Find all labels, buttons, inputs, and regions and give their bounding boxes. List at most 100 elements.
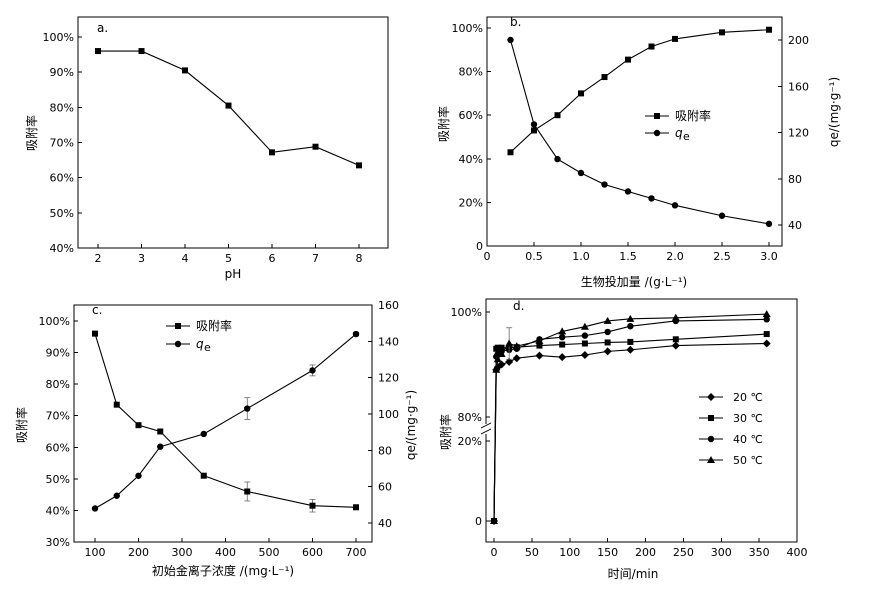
panel-c-adsorption-point [135,422,142,429]
panel-c-adsorption-point [244,488,251,495]
panel-d-series-1-point [535,351,544,360]
panel-b-x-tick-label: 0.5 [525,250,543,263]
panel-d-series-1-point [512,354,521,363]
panel-b: b. 生物投加量 /(g·L⁻¹) 吸附率 qe/(mg·g⁻¹) 0 0.5 1.… [436,15,841,289]
panel-d-series-4-point [580,322,589,330]
panel-d-axis-break-mark [480,428,492,435]
panel-b-qe-line [509,39,770,225]
panel-a-series-point [138,48,145,55]
panel-b-adsorption-line [510,29,770,153]
panel-c-qe-point [200,430,207,438]
panel-d-legend-label: 40 ℃ [733,433,763,446]
panel-d-series-2-point [536,342,543,349]
panel-a-x-tick-label: 2 [95,252,102,265]
panel-d-series-4-point [762,310,771,318]
panel-c-y-tick-label: 100% [39,315,70,328]
panel-b-y2-tick-label: 200 [788,34,809,47]
panel-b-x-tick-label: 1.0 [572,250,590,263]
panel-a-series-point [225,102,232,109]
panel-b-qe-point [718,212,726,219]
panel-b-qe-point [554,155,561,163]
panel-d: d. 时间/min 吸附率 0 50 100 150 200 250 300 350 400 0 2… [438,298,808,581]
panel-a-series-point [182,67,188,74]
panel-d-series-4-point [505,339,514,347]
panel-c-x-tick-label: 600 [302,546,323,559]
panel-b-adsorption-point [531,127,537,134]
panel-a-y-tick-label: 100% [43,31,74,44]
panel-c-y-tick-label: 40% [46,504,70,517]
panel-d-y-low-tick-label: 0 [475,515,482,528]
panel-c-qe-point [309,367,316,374]
panel-b-adsorption-point [554,112,561,119]
panel-d-x-tick-label: 400 [787,546,808,559]
panel-c-y2-tick-label: 40 [378,517,392,530]
panel-a-x-tick-label: 4 [182,252,189,265]
panel-b-frame [486,16,783,247]
panel-d-series-3-point [581,332,589,339]
panel-b-adsorption-point [648,43,655,50]
panel-b-y-tick-label: 80% [459,66,483,79]
panel-b-adsorption-point [507,149,514,156]
panel-c-adsorption-point [353,504,359,511]
panel-b-adsorption-point [719,29,725,36]
panel-c-y-tick-label: 30% [46,536,70,549]
panel-c-adsorption-point [113,401,120,408]
panel-c-y2-tick-label: 120 [378,372,399,385]
panel-d-series-2-point [581,340,588,347]
panel-d-series-2-point [672,336,679,343]
panel-d-series-1-point [626,345,635,354]
panel-b-qe-point [671,202,679,209]
panel-d-x-tick-label: 250 [673,546,694,559]
panel-d-series-2-point [604,339,611,346]
panel-c-y-tick-label: 70% [46,410,70,423]
panel-c: c. 初始金离子浓度 /(mg·L⁻¹) 吸附率 qe/(mg·g⁻¹) 100… [14,299,418,578]
panel-d-series-4-point [512,342,521,350]
panel-b-y-tick-label: 60% [459,109,483,122]
panel-a-series-point [269,149,275,156]
panel-d-xlabel: 时间/min [608,567,659,581]
panel-c-qe-point [135,472,142,479]
panel-a: a. pH 吸附率 2 3 4 5 6 7 8 40% 50% 60% 70% 80% 90% 100% [24,16,389,281]
panel-d-x-tick-label: 150 [597,546,618,559]
panel-c-x-tick-label: 400 [215,546,236,559]
panel-c-adsorption-point [157,428,164,435]
panel-d-x-tick-label: 0 [491,546,498,559]
panel-d-legend-label: 30 ℃ [733,412,763,425]
panel-b-y-tick-label: 20% [459,196,483,209]
panel-b-y2label: qe/(mg·g⁻¹) [827,77,841,147]
panel-b-adsorption-point [601,74,608,81]
panel-d-series-1-line [493,342,767,522]
panel-b-legend-marker [653,129,661,137]
panel-b-adsorption-point [766,26,772,33]
panel-a-x-tick-label: 8 [356,252,363,265]
panel-a-y-tick-label: 90% [50,66,74,79]
panel-c-x-tick-label: 200 [128,546,149,559]
panel-d-series-1-point [505,357,514,366]
panel-a-x-tick-label: 5 [225,252,232,265]
panel-c-x-tick-label: 300 [172,546,193,559]
panel-d-letter: d. [513,299,524,313]
panel-d-ylabel: 吸附率 [438,414,453,450]
panel-d-series-4-point [493,355,502,363]
panel-d-legend-marker [707,393,715,401]
panel-b-qe-point [765,220,773,228]
panel-a-x-tick-label: 7 [312,252,319,265]
panel-c-legend-marker [174,340,182,348]
panel-d-frame [485,298,798,543]
panel-b-adsorption-point [578,90,584,97]
panel-d-series-4-point [558,327,567,335]
panel-d-series-4-point [490,517,498,524]
panel-c-qe-point [91,505,99,512]
panel-c-legend-label: q [196,337,204,351]
panel-a-y-tick-label: 80% [50,101,74,114]
panel-b-y2-tick-label: 80 [788,173,802,186]
panel-c-adsorption-line [94,333,357,508]
panel-d-x-tick-label: 350 [749,546,770,559]
panel-c-qe-point [244,405,251,412]
panel-c-y2-tick-label: 140 [378,335,399,348]
panel-d-series-4-point [671,313,680,321]
panel-b-y2-tick-label: 40 [788,219,802,232]
panel-a-frame [77,16,389,249]
panel-b-legend-marker [654,113,660,119]
